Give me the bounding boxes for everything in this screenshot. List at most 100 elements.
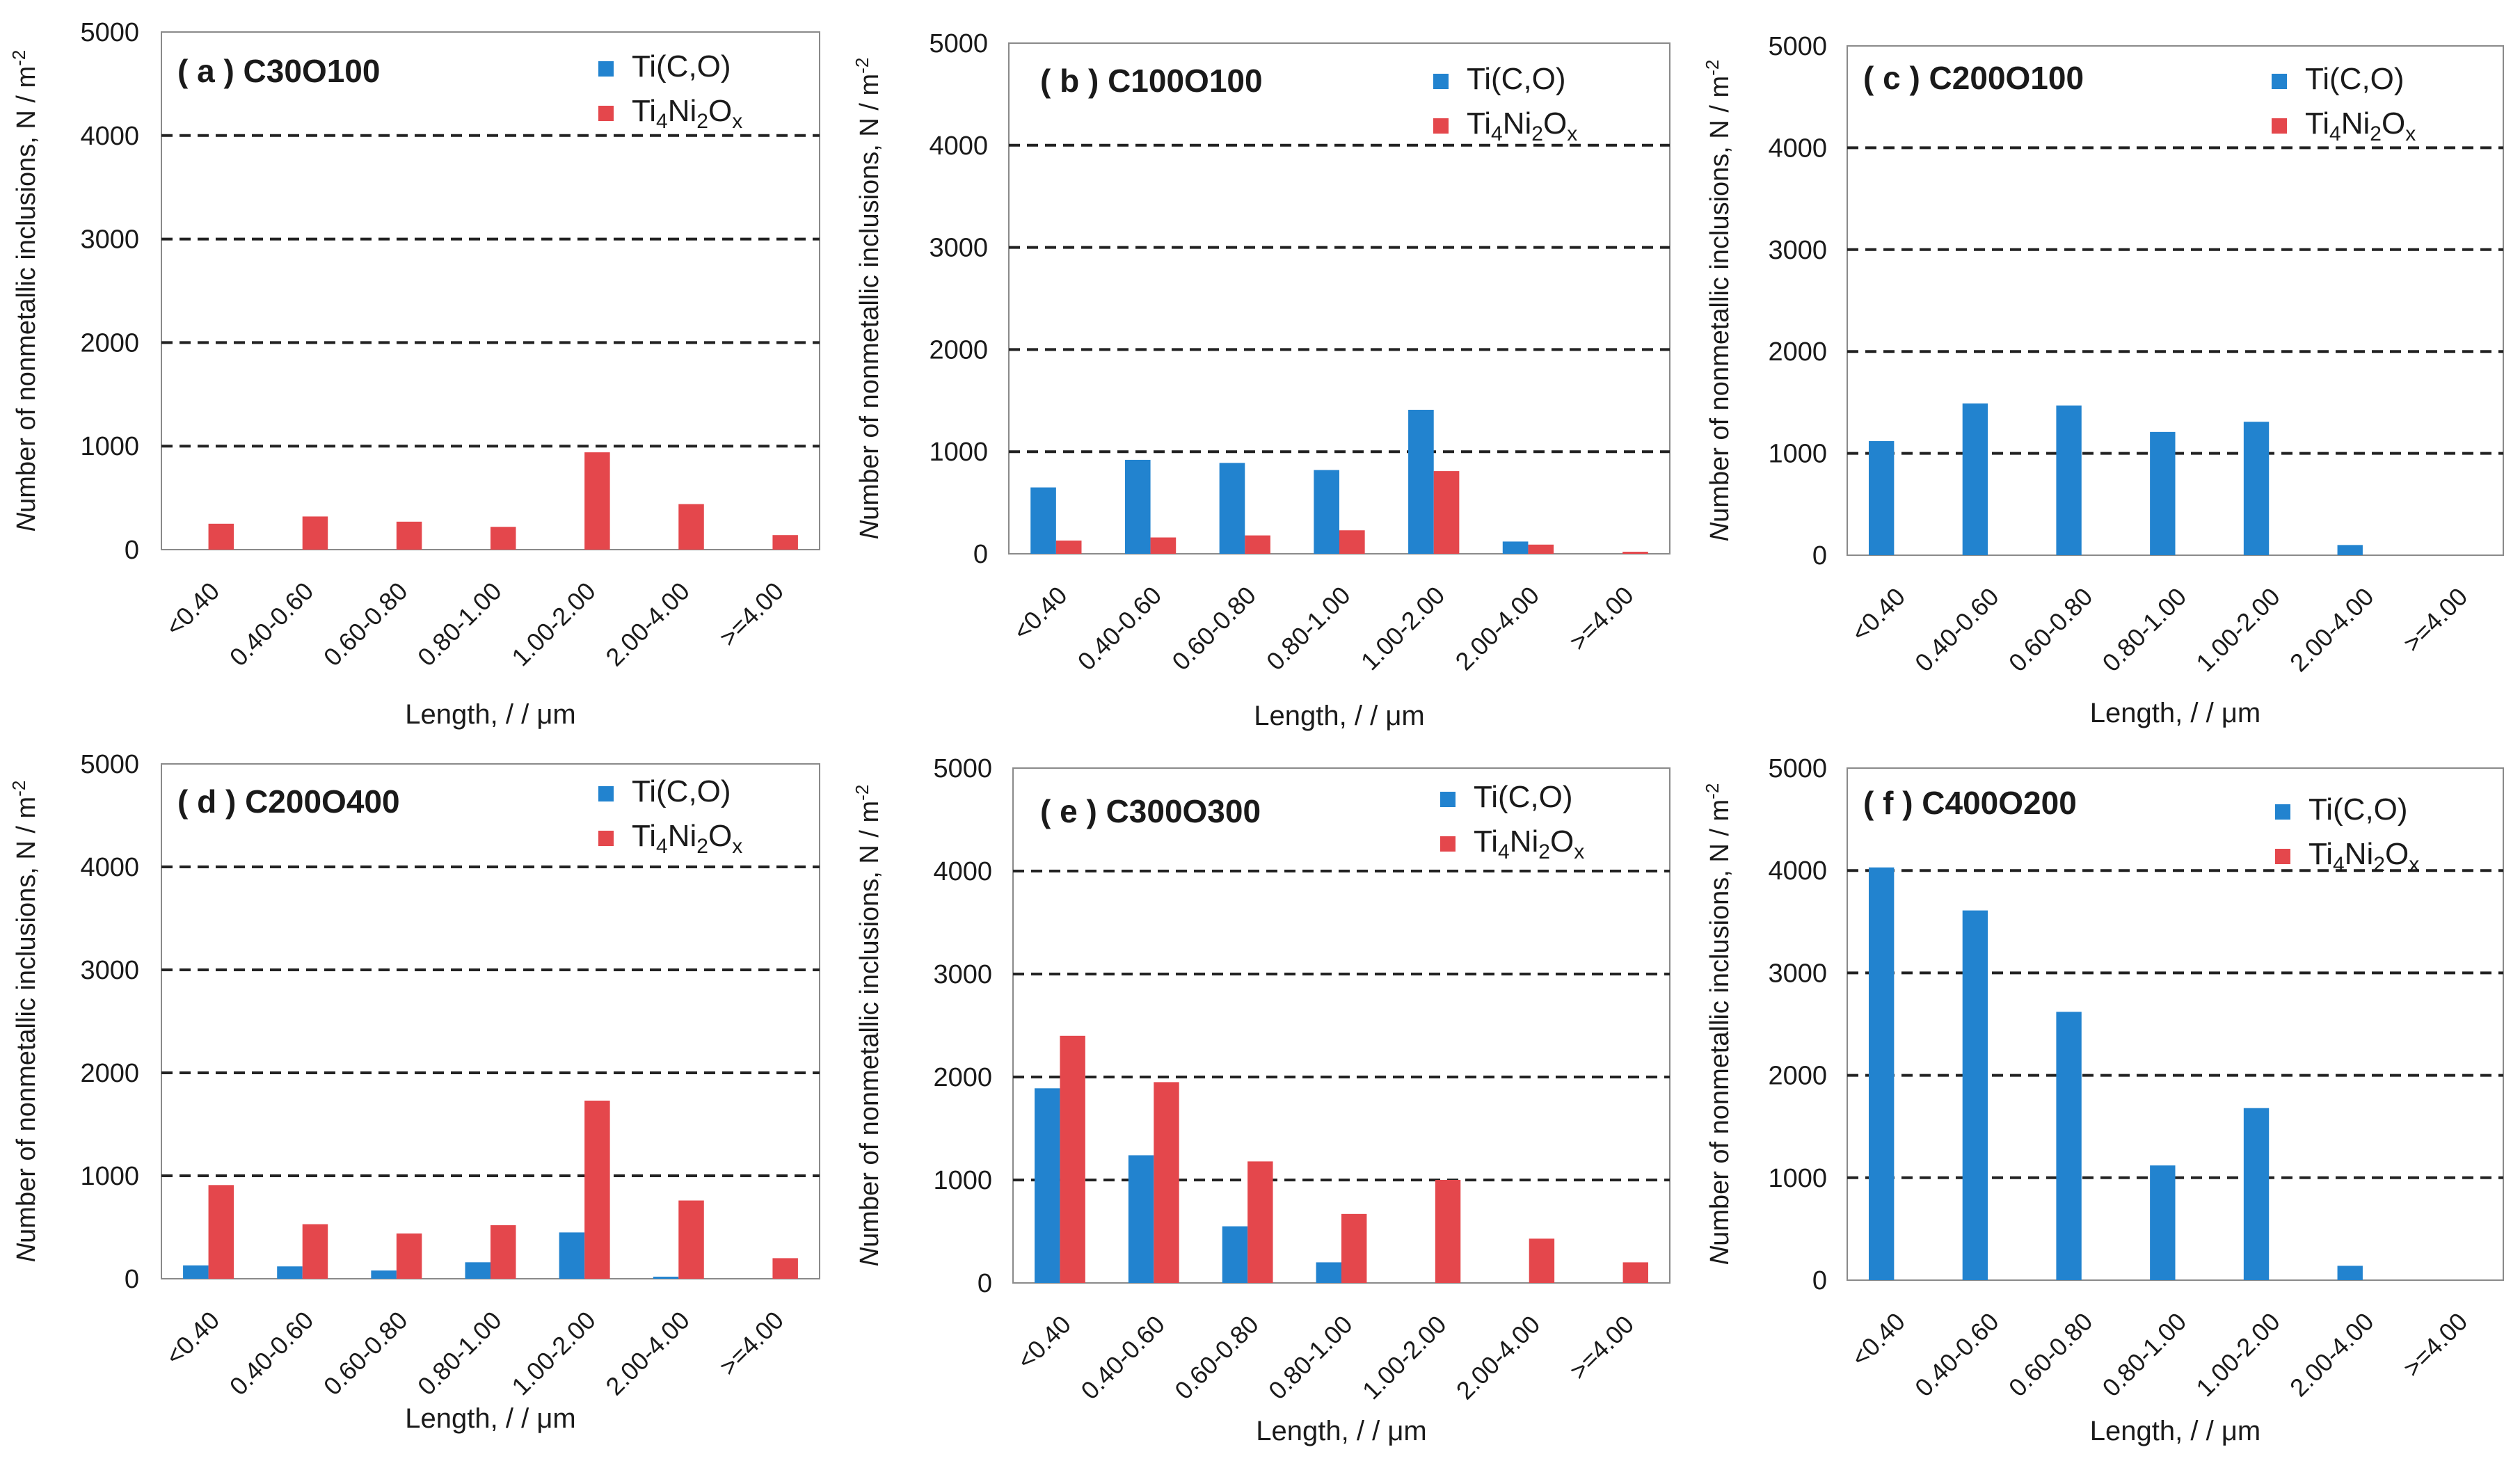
legend-label-tinio: Ti4Ni2Ox xyxy=(632,819,742,858)
bar-tico-2 xyxy=(371,1270,397,1279)
bar-tico-2 xyxy=(2056,1012,2082,1280)
x-tick-label: 1.00-2.00 xyxy=(506,577,601,672)
bar-tinio-6 xyxy=(1622,1262,1648,1283)
bar-tinio-0 xyxy=(208,1185,234,1279)
x-tick-label: 1.00-2.00 xyxy=(1357,1310,1452,1405)
bar-tico-0 xyxy=(1868,867,1895,1280)
x-tick-label: 0.40-0.60 xyxy=(1075,1310,1170,1405)
chart-panel-e: 0 1000 2000 3000 4000 5000 <0.400.40-0.600.60-… xyxy=(852,754,1670,1446)
x-axis-label: Length, / / μm xyxy=(2090,698,2260,728)
x-tick-label: <0.40 xyxy=(1012,1310,1076,1375)
bar-tico-5 xyxy=(653,1277,679,1279)
x-tick-label: 2.00-4.00 xyxy=(1451,1310,1546,1405)
bar-tinio-1 xyxy=(302,516,328,550)
panel-label: ( a ) C30O100 xyxy=(177,53,380,89)
x-tick-label: 2.00-4.00 xyxy=(600,1306,695,1401)
y-tick-label: 1000 xyxy=(80,1162,139,1191)
bar-tico-1 xyxy=(1962,403,1988,555)
y-axis-label: Number of nonmetallic inclusions, N / m-… xyxy=(8,50,41,532)
y-tick-label: 0 xyxy=(125,536,139,565)
bar-tico-2 xyxy=(1219,463,1245,554)
y-tick-label: 2000 xyxy=(933,1063,992,1092)
bar-tinio-4 xyxy=(584,452,610,550)
x-tick-label: >=4.00 xyxy=(2398,1307,2473,1382)
panel-label: ( c ) C200O100 xyxy=(1863,60,2084,96)
y-tick-label: 3000 xyxy=(929,234,988,263)
bar-tinio-3 xyxy=(1339,530,1365,554)
bar-tinio-0 xyxy=(1055,540,1082,554)
bar-tico-3 xyxy=(2150,1165,2176,1280)
x-tick-label: 2.00-4.00 xyxy=(2284,1307,2379,1403)
y-tick-label: 5000 xyxy=(1768,754,1827,783)
legend-label-tico: Ti(C,O) xyxy=(632,49,731,83)
panel-label: ( d ) C200O400 xyxy=(177,783,400,820)
legend-swatch-tico xyxy=(598,786,614,801)
x-tick-label: 0.60-0.80 xyxy=(2003,582,2098,678)
bar-tinio-5 xyxy=(1528,544,1554,554)
y-tick-label: 5000 xyxy=(933,754,992,783)
y-tick-label: 1000 xyxy=(933,1166,992,1195)
y-tick-label: 3000 xyxy=(80,225,139,255)
chart-panel-c: 0 1000 2000 3000 4000 5000 <0.400.40-0.600.60-… xyxy=(1702,32,2504,728)
bar-tico-4 xyxy=(2243,422,2270,555)
bar-tinio-4 xyxy=(1435,1180,1461,1283)
legend-swatch-tinio xyxy=(2275,849,2290,864)
legend-label-tico: Ti(C,O) xyxy=(1474,780,1573,814)
bar-tinio-0 xyxy=(1060,1035,1085,1283)
legend-label-tico: Ti(C,O) xyxy=(1467,62,1566,96)
bar-tico-5 xyxy=(2337,545,2363,555)
bar-tico-4 xyxy=(1408,410,1434,554)
x-tick-label: 0.60-0.80 xyxy=(1169,1310,1264,1405)
y-tick-label: 3000 xyxy=(80,956,139,985)
x-tick-label: 1.00-2.00 xyxy=(2190,1307,2286,1403)
y-tick-label: 0 xyxy=(1812,1266,1827,1295)
y-tick-label: 4000 xyxy=(1768,134,1827,163)
bar-tinio-1 xyxy=(1150,537,1177,554)
y-tick-label: 1000 xyxy=(1768,440,1827,469)
x-tick-label: 0.80-1.00 xyxy=(1263,1310,1358,1405)
y-tick-label: 2000 xyxy=(80,328,139,358)
legend-label-tico: Ti(C,O) xyxy=(2305,62,2405,96)
bar-tinio-4 xyxy=(584,1100,610,1279)
y-tick-label: 4000 xyxy=(1768,856,1827,886)
bar-tinio-3 xyxy=(1341,1213,1367,1283)
bar-tinio-3 xyxy=(491,527,516,550)
y-tick-label: 0 xyxy=(978,1269,992,1298)
bar-tinio-6 xyxy=(772,1258,798,1279)
x-tick-label: <0.40 xyxy=(1846,582,1911,647)
y-axis-label: Number of nonmetallic inclusions, N / m-… xyxy=(852,58,884,540)
panel-label: ( f ) C400O200 xyxy=(1863,785,2077,821)
bar-tico-3 xyxy=(1314,470,1339,554)
y-tick-label: 5000 xyxy=(80,750,139,779)
x-axis-label: Length, / / μm xyxy=(1254,701,1424,731)
x-tick-label: 0.60-0.80 xyxy=(1166,581,1261,676)
x-tick-label: 0.80-1.00 xyxy=(412,1306,507,1401)
x-axis-label: Length, / / μm xyxy=(1256,1416,1426,1446)
bar-tinio-5 xyxy=(678,1200,704,1279)
x-tick-label: 0.40-0.60 xyxy=(224,577,319,672)
y-tick-label: 1000 xyxy=(80,432,139,461)
bar-tinio-2 xyxy=(396,1233,422,1279)
y-tick-label: 3000 xyxy=(1768,959,1827,988)
chart-panel-b: 0 1000 2000 3000 4000 5000 <0.40 0.40-0.60 0.60-… xyxy=(852,29,1670,731)
bar-tico-0 xyxy=(1035,1088,1060,1283)
x-tick-label: <0.40 xyxy=(1846,1307,1911,1372)
x-tick-label: 0.40-0.60 xyxy=(1909,1307,2004,1403)
bar-tico-4 xyxy=(559,1232,585,1279)
legend-label-tico: Ti(C,O) xyxy=(632,774,731,808)
y-tick-label: 2000 xyxy=(929,335,988,365)
x-tick-label: <0.40 xyxy=(1007,581,1072,646)
y-tick-label: 0 xyxy=(125,1265,139,1294)
bar-tico-3 xyxy=(465,1262,491,1279)
x-axis-label: Length, / / μm xyxy=(405,699,575,730)
bar-tico-5 xyxy=(2337,1266,2363,1280)
bar-tinio-6 xyxy=(772,535,798,550)
x-tick-label: 0.60-0.80 xyxy=(318,577,413,672)
y-tick-label: 0 xyxy=(1812,541,1827,571)
x-tick-label: 1.00-2.00 xyxy=(506,1306,601,1401)
y-tick-label: 4000 xyxy=(929,131,988,161)
y-tick-label: 5000 xyxy=(929,29,988,58)
x-tick-label: 0.40-0.60 xyxy=(1072,581,1167,676)
y-tick-label: 0 xyxy=(973,540,988,569)
